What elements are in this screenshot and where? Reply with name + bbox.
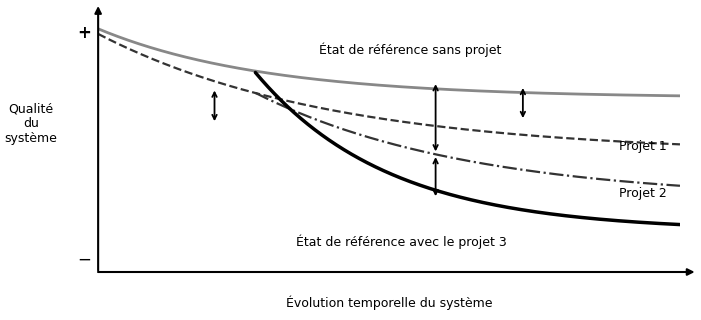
Text: +: + xyxy=(77,24,91,42)
Text: Évolution temporelle du système: Évolution temporelle du système xyxy=(286,295,492,309)
Text: Projet 1: Projet 1 xyxy=(619,140,667,153)
Text: Projet 2: Projet 2 xyxy=(619,188,667,200)
Text: −: − xyxy=(77,250,91,268)
Text: État de référence avec le projet 3: État de référence avec le projet 3 xyxy=(296,234,507,249)
Text: État de référence sans projet: État de référence sans projet xyxy=(319,42,502,57)
Text: Qualité
du
système: Qualité du système xyxy=(5,102,57,145)
